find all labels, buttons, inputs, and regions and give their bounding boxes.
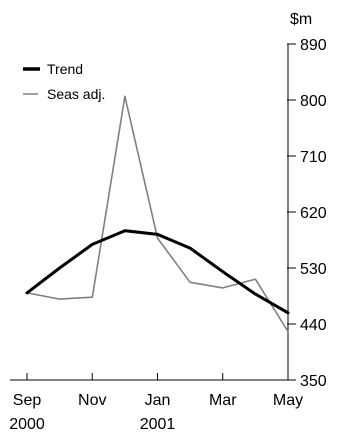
seas-adj-series-line bbox=[26, 95, 289, 333]
y-tick-label: 890 bbox=[300, 37, 327, 54]
y-tick-label: 620 bbox=[300, 205, 327, 222]
x-tick-label: May bbox=[273, 392, 303, 409]
legend: Trend Seas adj. bbox=[23, 61, 105, 102]
trend-series-line bbox=[25, 229, 290, 315]
x-tick-year-label: 2000 bbox=[9, 416, 45, 433]
x-tick-label: Nov bbox=[78, 392, 106, 409]
legend-trend-label: Trend bbox=[47, 61, 83, 77]
x-tick-label: Jan bbox=[145, 392, 171, 409]
y-tick-label: 800 bbox=[300, 93, 327, 110]
y-tick-label: 440 bbox=[300, 317, 327, 334]
x-tick-year-label: 2001 bbox=[140, 416, 176, 433]
legend-seas-adj-label: Seas adj. bbox=[47, 86, 105, 102]
series-lines bbox=[25, 95, 290, 333]
axes: $m 350 440 530 620 710 800 890 Sep 2000 Nov Jan 2001… bbox=[9, 11, 327, 433]
y-tick-label: 710 bbox=[300, 149, 327, 166]
x-tick-label: Mar bbox=[209, 392, 237, 409]
x-tick-label: Sep bbox=[13, 392, 42, 409]
y-tick-label: 530 bbox=[300, 261, 327, 278]
y-axis-unit-label: $m bbox=[290, 11, 312, 28]
y-tick-label: 350 bbox=[300, 373, 327, 390]
